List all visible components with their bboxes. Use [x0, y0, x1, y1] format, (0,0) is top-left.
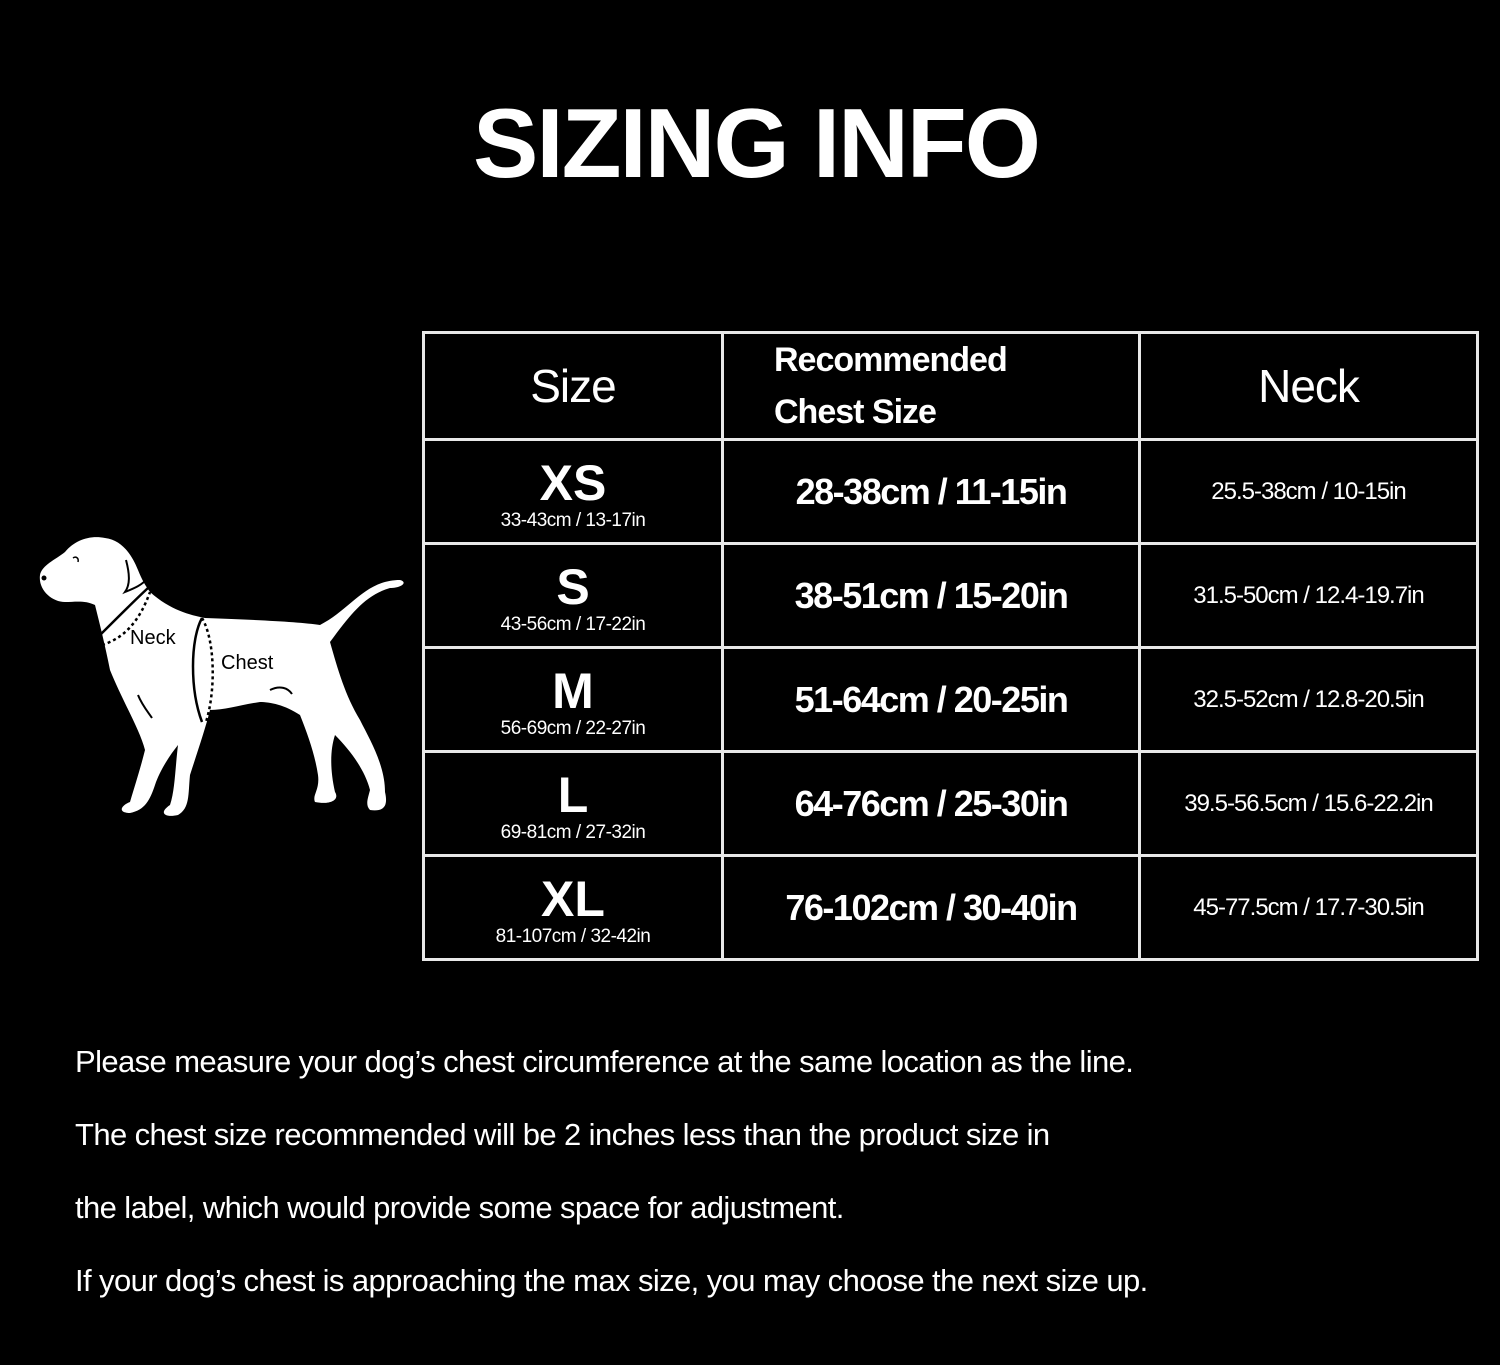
- header-chest-line2: Chest Size: [774, 393, 937, 431]
- sizing-notes: Please measure your dog’s chest circumfe…: [75, 1040, 1148, 1332]
- product-size: 33-43cm / 13-17in: [500, 509, 646, 531]
- chest-cell: 28-38cm / 11-15in: [721, 438, 1141, 545]
- product-size: 81-107cm / 32-42in: [495, 925, 651, 947]
- note: If your dog’s chest is approaching the m…: [75, 1263, 1148, 1298]
- neck-cell: 32.5-52cm / 12.8-20.5in: [1138, 646, 1479, 753]
- size-cell: L 69-81cm / 27-32in: [422, 750, 724, 857]
- table-row: L 69-81cm / 27-32in 64-76cm / 25-30in 39.…: [422, 750, 1479, 857]
- note: the label, which would provide some spac…: [75, 1190, 844, 1225]
- chest-cell: 38-51cm / 15-20in: [721, 542, 1141, 649]
- dog-silhouette-icon: Neck Chest: [39, 537, 404, 816]
- chest-cell: 51-64cm / 20-25in: [721, 646, 1141, 753]
- header-chest-line1: Recommended: [774, 341, 1008, 379]
- size-label: L: [557, 766, 589, 823]
- size-label: S: [556, 558, 590, 615]
- header-chest: Recommended Chest Size: [721, 331, 1141, 441]
- chest-label: Chest: [221, 652, 274, 674]
- neck-cell: 25.5-38cm / 10-15in: [1138, 438, 1479, 545]
- sizing-table: Size Recommended Chest Size Neck XS 33-43c…: [422, 331, 1479, 961]
- header-neck: Neck: [1138, 331, 1479, 441]
- note: The chest size recommended will be 2 inc…: [75, 1117, 1050, 1152]
- neck-cell: 39.5-56.5cm / 15.6-22.2in: [1138, 750, 1479, 857]
- table-header-row: Size Recommended Chest Size Neck: [422, 331, 1479, 441]
- size-label: M: [552, 662, 594, 719]
- chest-cell: 76-102cm / 30-40in: [721, 854, 1141, 961]
- size-cell: M 56-69cm / 22-27in: [422, 646, 724, 753]
- neck-label: Neck: [130, 627, 177, 649]
- table-row: XS 33-43cm / 13-17in 28-38cm / 11-15in 25…: [422, 438, 1479, 545]
- product-size: 56-69cm / 22-27in: [500, 717, 646, 739]
- page-title: SIZING INFO: [473, 88, 1041, 198]
- table-row: M 56-69cm / 22-27in 51-64cm / 20-25in 32.…: [422, 646, 1479, 753]
- neck-cell: 45-77.5cm / 17.7-30.5in: [1138, 854, 1479, 961]
- chest-cell: 64-76cm / 25-30in: [721, 750, 1141, 857]
- product-size: 69-81cm / 27-32in: [500, 821, 646, 843]
- table-row: XL 81-107cm / 32-42in 76-102cm / 30-40in …: [422, 854, 1479, 961]
- header-size: Size: [422, 331, 724, 441]
- size-label: XS: [539, 454, 607, 511]
- size-label: XL: [541, 870, 605, 927]
- neck-cell: 31.5-50cm / 12.4-19.7in: [1138, 542, 1479, 649]
- size-cell: XS 33-43cm / 13-17in: [422, 438, 724, 545]
- note: Please measure your dog’s chest circumfe…: [75, 1044, 1134, 1079]
- product-size: 43-56cm / 17-22in: [500, 613, 646, 635]
- size-cell: S 43-56cm / 17-22in: [422, 542, 724, 649]
- table-row: S 43-56cm / 17-22in 38-51cm / 15-20in 31.…: [422, 542, 1479, 649]
- size-cell: XL 81-107cm / 32-42in: [422, 854, 724, 961]
